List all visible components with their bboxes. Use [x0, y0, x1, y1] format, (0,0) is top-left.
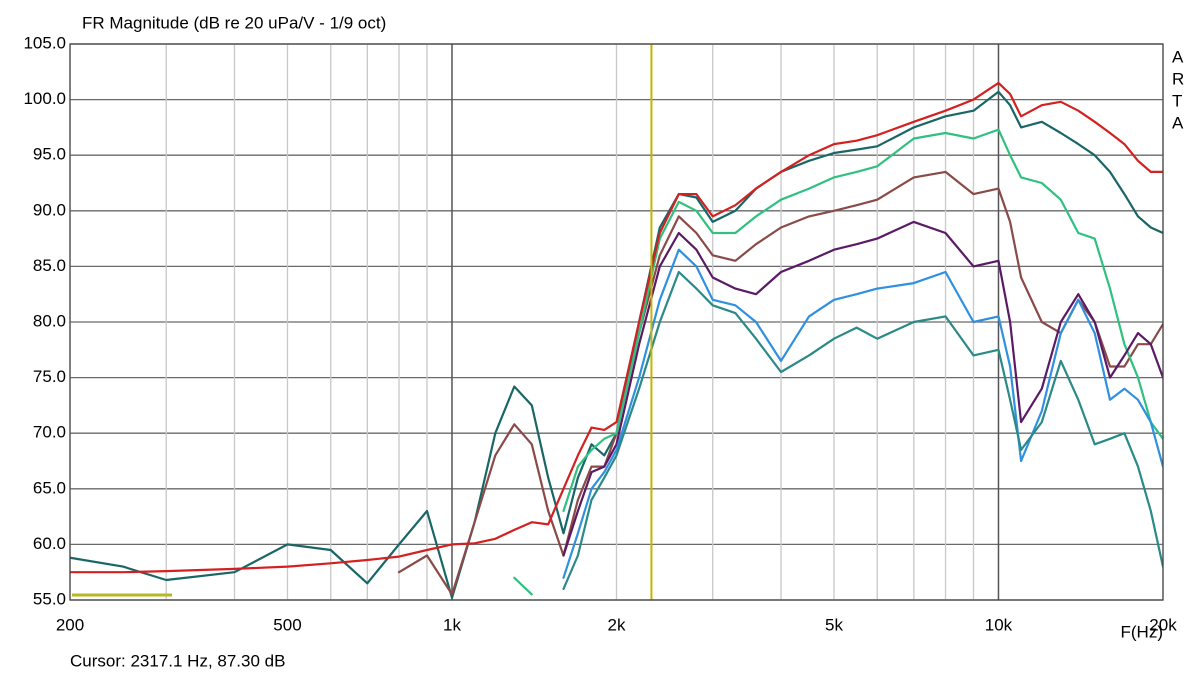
y-tick-label: 105.0: [23, 33, 66, 52]
y-tick-label: 80.0: [33, 311, 66, 330]
x-tick-label: 200: [56, 615, 84, 634]
series-line: [70, 81, 1163, 574]
y-tick-label: 85.0: [33, 256, 66, 275]
side-letter: A: [1172, 113, 1184, 132]
y-tick-label: 100.0: [23, 89, 66, 108]
side-letter: A: [1172, 47, 1184, 66]
y-tick-label: 60.0: [33, 534, 66, 553]
x-tick-label: 20k: [1149, 615, 1177, 634]
y-tick-label: 90.0: [33, 200, 66, 219]
y-tick-label: 70.0: [33, 423, 66, 442]
series-line: [562, 248, 1163, 579]
x-axis-label: F(Hz): [1121, 622, 1163, 641]
x-tick-label: 10k: [985, 615, 1013, 634]
x-tick-label: 1k: [443, 615, 461, 634]
y-tick-label: 95.0: [33, 145, 66, 164]
side-letter: T: [1172, 91, 1182, 110]
chart-title: FR Magnitude (dB re 20 uPa/V - 1/9 oct): [82, 13, 386, 32]
x-tick-label: 5k: [825, 615, 843, 634]
series-line: [562, 128, 1163, 513]
series-line: [513, 576, 533, 596]
plot-frame: [69, 43, 1164, 601]
cursor-readout: Cursor: 2317.1 Hz, 87.30 dB: [70, 651, 285, 670]
series-line: [562, 270, 1163, 590]
y-tick-label: 65.0: [33, 478, 66, 497]
y-tick-label: 75.0: [33, 367, 66, 386]
x-tick-label: 500: [273, 615, 301, 634]
series-line: [562, 220, 1163, 557]
y-tick-label: 55.0: [33, 589, 66, 608]
series-line: [70, 90, 1163, 599]
side-letter: R: [1172, 69, 1184, 88]
x-tick-label: 2k: [608, 615, 626, 634]
